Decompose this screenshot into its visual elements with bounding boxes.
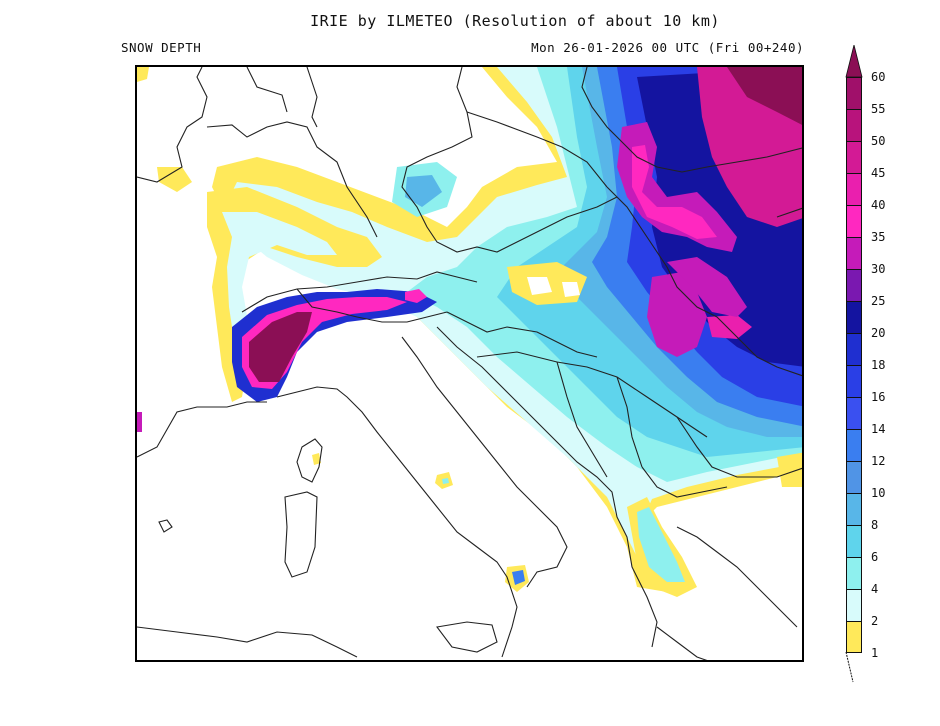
- colorbar-segment: [846, 205, 862, 238]
- colorbar-segment: [846, 525, 862, 558]
- colorbar-label: 1: [871, 646, 879, 660]
- colorbar-label: 18: [871, 358, 886, 372]
- map-canvas: [137, 67, 802, 660]
- colorbar-label: 8: [871, 518, 879, 532]
- colorbar-label: 14: [871, 422, 886, 436]
- snow-fields: [137, 67, 802, 597]
- colorbar-segment: [846, 557, 862, 590]
- colorbar-label: 6: [871, 550, 879, 564]
- colorbar-label: 55: [871, 102, 886, 116]
- colorbar-segment: [846, 77, 862, 110]
- colorbar-segment: [846, 429, 862, 462]
- colorbar-label: 40: [871, 198, 886, 212]
- chart-title: IRIE by ILMETEO (Resolution of about 10 …: [310, 12, 720, 30]
- colorbar-segment: [846, 333, 862, 366]
- colorbar-segment: [846, 269, 862, 302]
- colorbar-label: 20: [871, 326, 886, 340]
- colorbar-label: 30: [871, 262, 886, 276]
- colorbar-legend: 60 55 50 45 40 35 30 25 20 18 16 14 12 1…: [845, 45, 905, 685]
- coastlines-borders: [137, 67, 802, 660]
- valid-time-label: Mon 26-01-2026 00 UTC (Fri 00+240): [531, 40, 804, 55]
- colorbar-label: 35: [871, 230, 886, 244]
- colorbar-segment: [846, 397, 862, 430]
- colorbar-label: 10: [871, 486, 886, 500]
- colorbar-label: 45: [871, 166, 886, 180]
- colorbar-label: 16: [871, 390, 886, 404]
- colorbar-segment: [846, 621, 862, 653]
- colorbar-segment: [846, 173, 862, 206]
- colorbar-segment: [846, 493, 862, 526]
- colorbar-label: 50: [871, 134, 886, 148]
- colorbar-segment: [846, 365, 862, 398]
- colorbar-segment: [846, 461, 862, 494]
- colorbar-label: 4: [871, 582, 879, 596]
- snow-depth-map: [135, 65, 804, 662]
- colorbar-segment: [846, 109, 862, 142]
- colorbar-label: 2: [871, 614, 879, 628]
- colorbar-label: 12: [871, 454, 886, 468]
- colorbar-label: 25: [871, 294, 886, 308]
- colorbar-segment: [846, 589, 862, 622]
- colorbar-segment: [846, 301, 862, 334]
- variable-label: SNOW DEPTH: [121, 40, 202, 55]
- colorbar-segment: [846, 141, 862, 174]
- overflow-arrow-icon: [845, 45, 863, 78]
- colorbar-label: 60: [871, 70, 886, 84]
- colorbar-segment: [846, 237, 862, 270]
